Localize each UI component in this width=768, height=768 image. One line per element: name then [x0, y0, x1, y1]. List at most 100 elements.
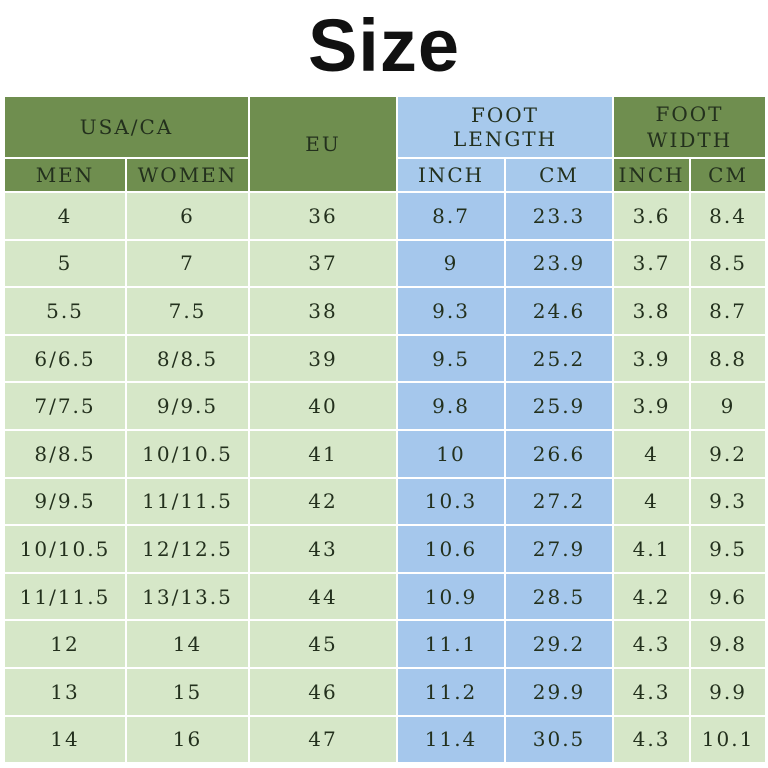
foot-length-header-line1: FOOT — [471, 103, 540, 127]
men-size-cell: 4 — [3, 191, 127, 241]
women-header: WOMEN — [124, 157, 251, 193]
foot-length-inch-cell: 10.9 — [396, 571, 507, 622]
foot-width-inch-cell: 3.8 — [612, 286, 692, 336]
women-size-cell: 15 — [124, 666, 251, 717]
foot-width-cm-cell: 9 — [689, 381, 768, 431]
foot-length-inch-cell: 8.7 — [396, 191, 507, 241]
foot-width-cm-cell: 9.3 — [689, 476, 768, 527]
table-row: 11/11.5 13/13.5 44 10.9 28.5 4.2 9.6 — [3, 571, 768, 622]
foot-width-inch-cell: 4 — [612, 428, 692, 479]
foot-length-inch-cell: 9.8 — [396, 381, 507, 431]
eu-size-cell: 38 — [248, 286, 399, 336]
foot-width-inch-cell: 4 — [612, 476, 692, 527]
foot-length-inch-cell: 10.3 — [396, 476, 507, 527]
eu-size-cell: 43 — [248, 524, 399, 574]
foot-length-cm-cell: 27.9 — [504, 524, 615, 574]
women-size-cell: 12/12.5 — [124, 524, 251, 574]
foot-width-inch-cell: 3.9 — [612, 333, 692, 384]
women-size-cell: 11/11.5 — [124, 476, 251, 527]
eu-size-cell: 44 — [248, 571, 399, 622]
foot-length-inch-cell: 10 — [396, 428, 507, 479]
foot-width-inch-cell: 4.2 — [612, 571, 692, 622]
foot-width-header: FOOT WIDTH — [612, 95, 768, 159]
foot-length-cm-cell: 28.5 — [504, 571, 615, 622]
foot-width-cm-cell: 9.8 — [689, 619, 768, 669]
foot-length-cm-cell: 30.5 — [504, 714, 615, 765]
men-size-cell: 11/11.5 — [3, 571, 127, 622]
women-size-cell: 14 — [124, 619, 251, 669]
length-cm-header: CM — [504, 157, 615, 193]
women-size-cell: 8/8.5 — [124, 333, 251, 384]
foot-width-inch-cell: 4.3 — [612, 666, 692, 717]
women-size-cell: 7.5 — [124, 286, 251, 336]
women-size-cell: 7 — [124, 238, 251, 289]
foot-width-header-line2: WIDTH — [646, 128, 733, 152]
men-size-cell: 6/6.5 — [3, 333, 127, 384]
men-size-cell: 12 — [3, 619, 127, 669]
length-inch-header: INCH — [396, 157, 507, 193]
women-size-cell: 6 — [124, 191, 251, 241]
page-title: Size — [307, 3, 461, 87]
foot-length-cm-cell: 26.6 — [504, 428, 615, 479]
foot-length-inch-cell: 11.2 — [396, 666, 507, 717]
table-row: 4 6 36 8.7 23.3 3.6 8.4 — [3, 191, 768, 241]
eu-size-cell: 41 — [248, 428, 399, 479]
table-row: 8/8.5 10/10.5 41 10 26.6 4 9.2 — [3, 428, 768, 479]
table-row: 9/9.5 11/11.5 42 10.3 27.2 4 9.3 — [3, 476, 768, 527]
foot-length-header: FOOT LENGTH — [396, 95, 615, 159]
foot-width-header-line1: FOOT — [655, 102, 724, 126]
foot-length-inch-cell: 9.5 — [396, 333, 507, 384]
eu-size-cell: 47 — [248, 714, 399, 765]
foot-width-inch-cell: 3.9 — [612, 381, 692, 431]
eu-size-cell: 46 — [248, 666, 399, 717]
width-cm-header: CM — [689, 157, 768, 193]
size-chart-table: USA/CA EU FOOT LENGTH FOOT WIDTH MEN WOM… — [2, 95, 768, 765]
foot-width-cm-cell: 9.2 — [689, 428, 768, 479]
men-size-cell: 9/9.5 — [3, 476, 127, 527]
men-size-cell: 10/10.5 — [3, 524, 127, 574]
foot-width-inch-cell: 4.3 — [612, 714, 692, 765]
table-row: 14 16 47 11.4 30.5 4.3 10.1 — [3, 714, 768, 765]
table-row: 5.5 7.5 38 9.3 24.6 3.8 8.7 — [3, 286, 768, 336]
table-row: 13 15 46 11.2 29.9 4.3 9.9 — [3, 666, 768, 717]
men-size-cell: 5.5 — [3, 286, 127, 336]
foot-width-cm-cell: 9.5 — [689, 524, 768, 574]
eu-size-cell: 39 — [248, 333, 399, 384]
foot-length-cm-cell: 25.9 — [504, 381, 615, 431]
women-size-cell: 16 — [124, 714, 251, 765]
foot-width-inch-cell: 4.1 — [612, 524, 692, 574]
foot-length-cm-cell: 27.2 — [504, 476, 615, 527]
table-row: 6/6.5 8/8.5 39 9.5 25.2 3.9 8.8 — [3, 333, 768, 384]
foot-width-cm-cell: 9.9 — [689, 666, 768, 717]
foot-width-inch-cell: 4.3 — [612, 619, 692, 669]
women-size-cell: 10/10.5 — [124, 428, 251, 479]
foot-width-inch-cell: 3.7 — [612, 238, 692, 289]
foot-width-cm-cell: 8.8 — [689, 333, 768, 384]
foot-length-inch-cell: 11.1 — [396, 619, 507, 669]
foot-width-inch-cell: 3.6 — [612, 191, 692, 241]
men-header: MEN — [3, 157, 127, 193]
men-size-cell: 14 — [3, 714, 127, 765]
foot-length-cm-cell: 23.9 — [504, 238, 615, 289]
men-size-cell: 13 — [3, 666, 127, 717]
foot-length-inch-cell: 10.6 — [396, 524, 507, 574]
foot-length-inch-cell: 9.3 — [396, 286, 507, 336]
foot-length-cm-cell: 29.9 — [504, 666, 615, 717]
table-row: 7/7.5 9/9.5 40 9.8 25.9 3.9 9 — [3, 381, 768, 431]
foot-width-cm-cell: 8.5 — [689, 238, 768, 289]
eu-size-cell: 36 — [248, 191, 399, 241]
table-row: 12 14 45 11.1 29.2 4.3 9.8 — [3, 619, 768, 669]
foot-length-inch-cell: 11.4 — [396, 714, 507, 765]
foot-width-cm-cell: 10.1 — [689, 714, 768, 765]
foot-length-cm-cell: 23.3 — [504, 191, 615, 241]
eu-size-cell: 42 — [248, 476, 399, 527]
foot-length-inch-cell: 9 — [396, 238, 507, 289]
eu-header: EU — [248, 95, 399, 193]
usa-ca-header: USA/CA — [2, 95, 251, 159]
width-inch-header: INCH — [612, 157, 692, 193]
eu-size-cell: 40 — [248, 381, 399, 431]
women-size-cell: 9/9.5 — [124, 381, 251, 431]
eu-size-cell: 45 — [248, 619, 399, 669]
foot-width-cm-cell: 8.4 — [689, 191, 768, 241]
foot-length-cm-cell: 24.6 — [504, 286, 615, 336]
